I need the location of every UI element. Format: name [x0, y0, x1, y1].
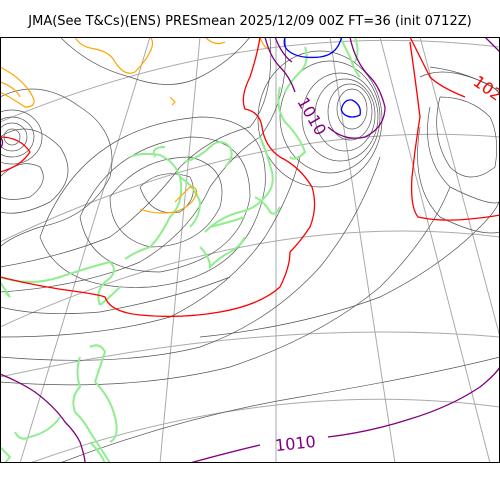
- isobar-1010: [0, 37, 500, 463]
- high-ground: [0, 37, 269, 214]
- isobars-thin: [0, 37, 500, 463]
- isobar-1020: [0, 37, 500, 318]
- map-frame: [0, 37, 500, 463]
- coastlines: [0, 37, 361, 463]
- map-title: JMA(See T&Cs)(ENS) PRESmean 2025/12/09 0…: [28, 14, 472, 29]
- low-rings: [0, 50, 383, 188]
- pressure-map: 1010 102 1010: [0, 37, 500, 463]
- contour-label-1010-top: 1010: [293, 94, 330, 139]
- contour-label-1010-bottom: 1010: [274, 432, 316, 455]
- graticule: [0, 37, 500, 463]
- contour-label-1020: 102: [470, 72, 500, 105]
- low-center: [283, 37, 361, 118]
